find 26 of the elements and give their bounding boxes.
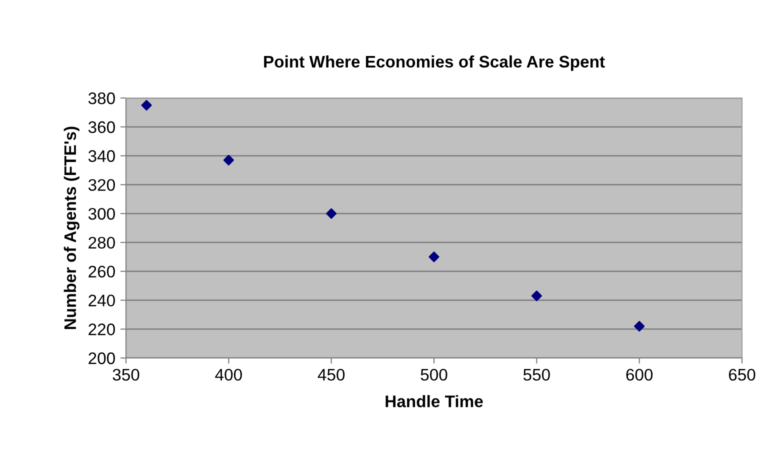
point	[428, 252, 440, 262]
point	[531, 290, 542, 302]
x-tick-label: 550	[523, 368, 550, 381]
y-tick-label: 380	[88, 92, 115, 104]
y-tick-label: 220	[88, 324, 115, 336]
point	[326, 208, 337, 219]
point	[141, 100, 152, 111]
y-axis-title: Number of Agents (FTE's)	[64, 126, 80, 330]
point	[223, 154, 234, 166]
x-tick-label: 450	[318, 368, 345, 381]
y-tick-label: 320	[88, 179, 115, 191]
y-tick-label: 280	[88, 236, 115, 249]
y-tick-label: 360	[88, 121, 115, 134]
y-tick-label: 200	[88, 352, 115, 364]
x-tick-label: 400	[215, 368, 242, 381]
x-axis-title: Handle Time	[386, 395, 483, 408]
x-tick-label: 350	[112, 368, 140, 381]
point	[634, 320, 645, 332]
x-tick-label: 600	[626, 368, 653, 381]
chart-title: Point Where Economies of Scale Are Spent	[264, 55, 605, 71]
y-tick-label: 340	[88, 150, 115, 162]
y-tick-label: 260	[88, 266, 115, 278]
x-tick-label: 500	[420, 368, 448, 381]
y-tick-label: 300	[88, 208, 115, 220]
x-tick-label: 650	[728, 368, 756, 381]
y-tick-label: 240	[88, 294, 115, 306]
